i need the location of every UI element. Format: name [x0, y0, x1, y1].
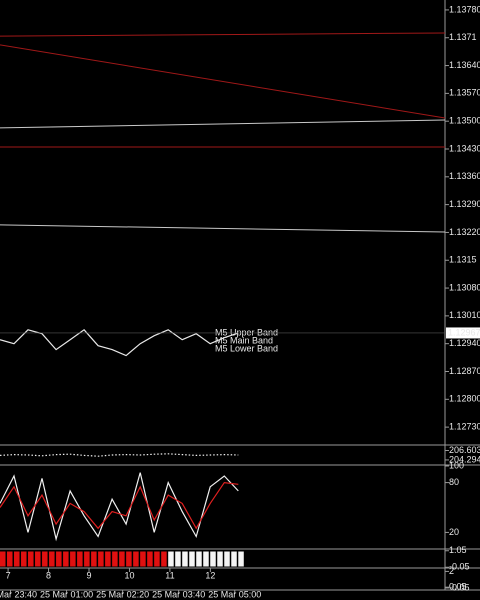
y-tick-label: 204.2943: [449, 454, 480, 464]
y-tick-label: 80: [449, 477, 459, 487]
y-tick-label: 206.6036: [449, 445, 480, 455]
x-tick-label: 25 Mar 01:00: [40, 589, 93, 599]
histogram-bar: [154, 551, 160, 567]
trendline: [0, 44, 446, 119]
y-tick-label: 1.12800: [449, 394, 480, 404]
histogram-bar: [182, 551, 188, 567]
histogram-bar: [49, 551, 55, 567]
histogram-bar: [98, 551, 104, 567]
y-tick-label: 0.05: [449, 582, 467, 592]
x-tick-label: 11: [165, 570, 174, 580]
histogram-bar: [217, 551, 223, 567]
histogram-bar: [238, 551, 244, 567]
trendline: [0, 224, 446, 233]
histogram-bar: [112, 551, 118, 567]
band-label: M5 Main Band: [215, 335, 273, 345]
band-label: M5 Upper Band: [215, 327, 278, 337]
y-tick-label: 1.13570: [449, 88, 480, 98]
series-line: [0, 472, 239, 542]
histogram-bar: [203, 551, 209, 567]
histogram-bar: [175, 551, 181, 567]
histogram-bar: [147, 551, 153, 567]
histogram-bar: [119, 551, 125, 567]
histogram-bar: [0, 551, 6, 567]
y-tick-label: 1.13220: [449, 227, 480, 237]
histogram-bar: [77, 551, 83, 567]
y-tick-label: 1.13640: [449, 60, 480, 70]
histogram-bar: [224, 551, 230, 567]
histogram-bar: [7, 551, 13, 567]
y-tick-label: 1.12870: [449, 366, 480, 376]
y-tick-label: 1.1371: [449, 32, 477, 42]
series-line: [0, 453, 239, 457]
histogram-bar: [56, 551, 62, 567]
histogram-bar: [21, 551, 27, 567]
histogram-bar: [126, 551, 132, 567]
x-tick-label: 8: [46, 570, 51, 580]
x-tick-label: 25 Mar 03:40: [152, 589, 205, 599]
x-tick-label: 12: [205, 570, 215, 580]
y-tick-label: 1.13080: [449, 282, 480, 292]
y-tick-label: 1.13500: [449, 116, 480, 126]
trendline: [0, 119, 446, 129]
histogram-bar: [70, 551, 76, 567]
y-tick-label: 1.13360: [449, 171, 480, 181]
y-tick-label: -0.05: [449, 582, 470, 592]
y-tick-label: 1.12730: [449, 421, 480, 431]
histogram-bar: [140, 551, 146, 567]
y-tick-label: 1.13010: [449, 310, 480, 320]
x-tick-label: 25 Mar 05:00: [208, 589, 261, 599]
histogram-bar: [35, 551, 41, 567]
y-tick-label: -0.05: [449, 562, 470, 572]
histogram-bar: [84, 551, 90, 567]
histogram-bar: [231, 551, 237, 567]
y-tick-label: 1.1315: [449, 255, 477, 265]
current-price-label: 1.12967: [448, 327, 480, 337]
histogram-bar: [91, 551, 97, 567]
y-tick-label: 1.05: [449, 545, 467, 555]
y-tick-label: 1.12940: [449, 338, 480, 348]
x-tick-label: 9: [86, 570, 91, 580]
histogram-bar: [28, 551, 34, 567]
histogram-bar: [210, 551, 216, 567]
histogram-bar: [189, 551, 195, 567]
histogram-bar: [105, 551, 111, 567]
series-line: [0, 481, 239, 530]
band-label: M5 Lower Band: [215, 343, 278, 353]
y-tick-label: 2: [449, 566, 454, 576]
histogram-bar: [161, 551, 167, 567]
histogram-bar: [14, 551, 20, 567]
x-tick-label: 10: [124, 570, 134, 580]
y-tick-label: 1.13290: [449, 199, 480, 209]
y-tick-label: 100: [449, 460, 464, 470]
histogram-bar: [196, 551, 202, 567]
y-tick-label: 20: [449, 527, 459, 537]
y-tick-label: 1.13780: [449, 4, 480, 14]
x-tick-label: 25 Mar 02:20: [96, 589, 149, 599]
trendline: [0, 32, 446, 37]
histogram-bar: [168, 551, 174, 567]
y-tick-label: 1.13430: [449, 143, 480, 153]
x-tick-label: 7: [6, 570, 11, 580]
current-price-box: [446, 327, 480, 339]
histogram-bar: [133, 551, 139, 567]
histogram-bar: [63, 551, 69, 567]
histogram-bar: [42, 551, 48, 567]
x-tick-label: 24 Mar 23:40: [0, 589, 37, 599]
